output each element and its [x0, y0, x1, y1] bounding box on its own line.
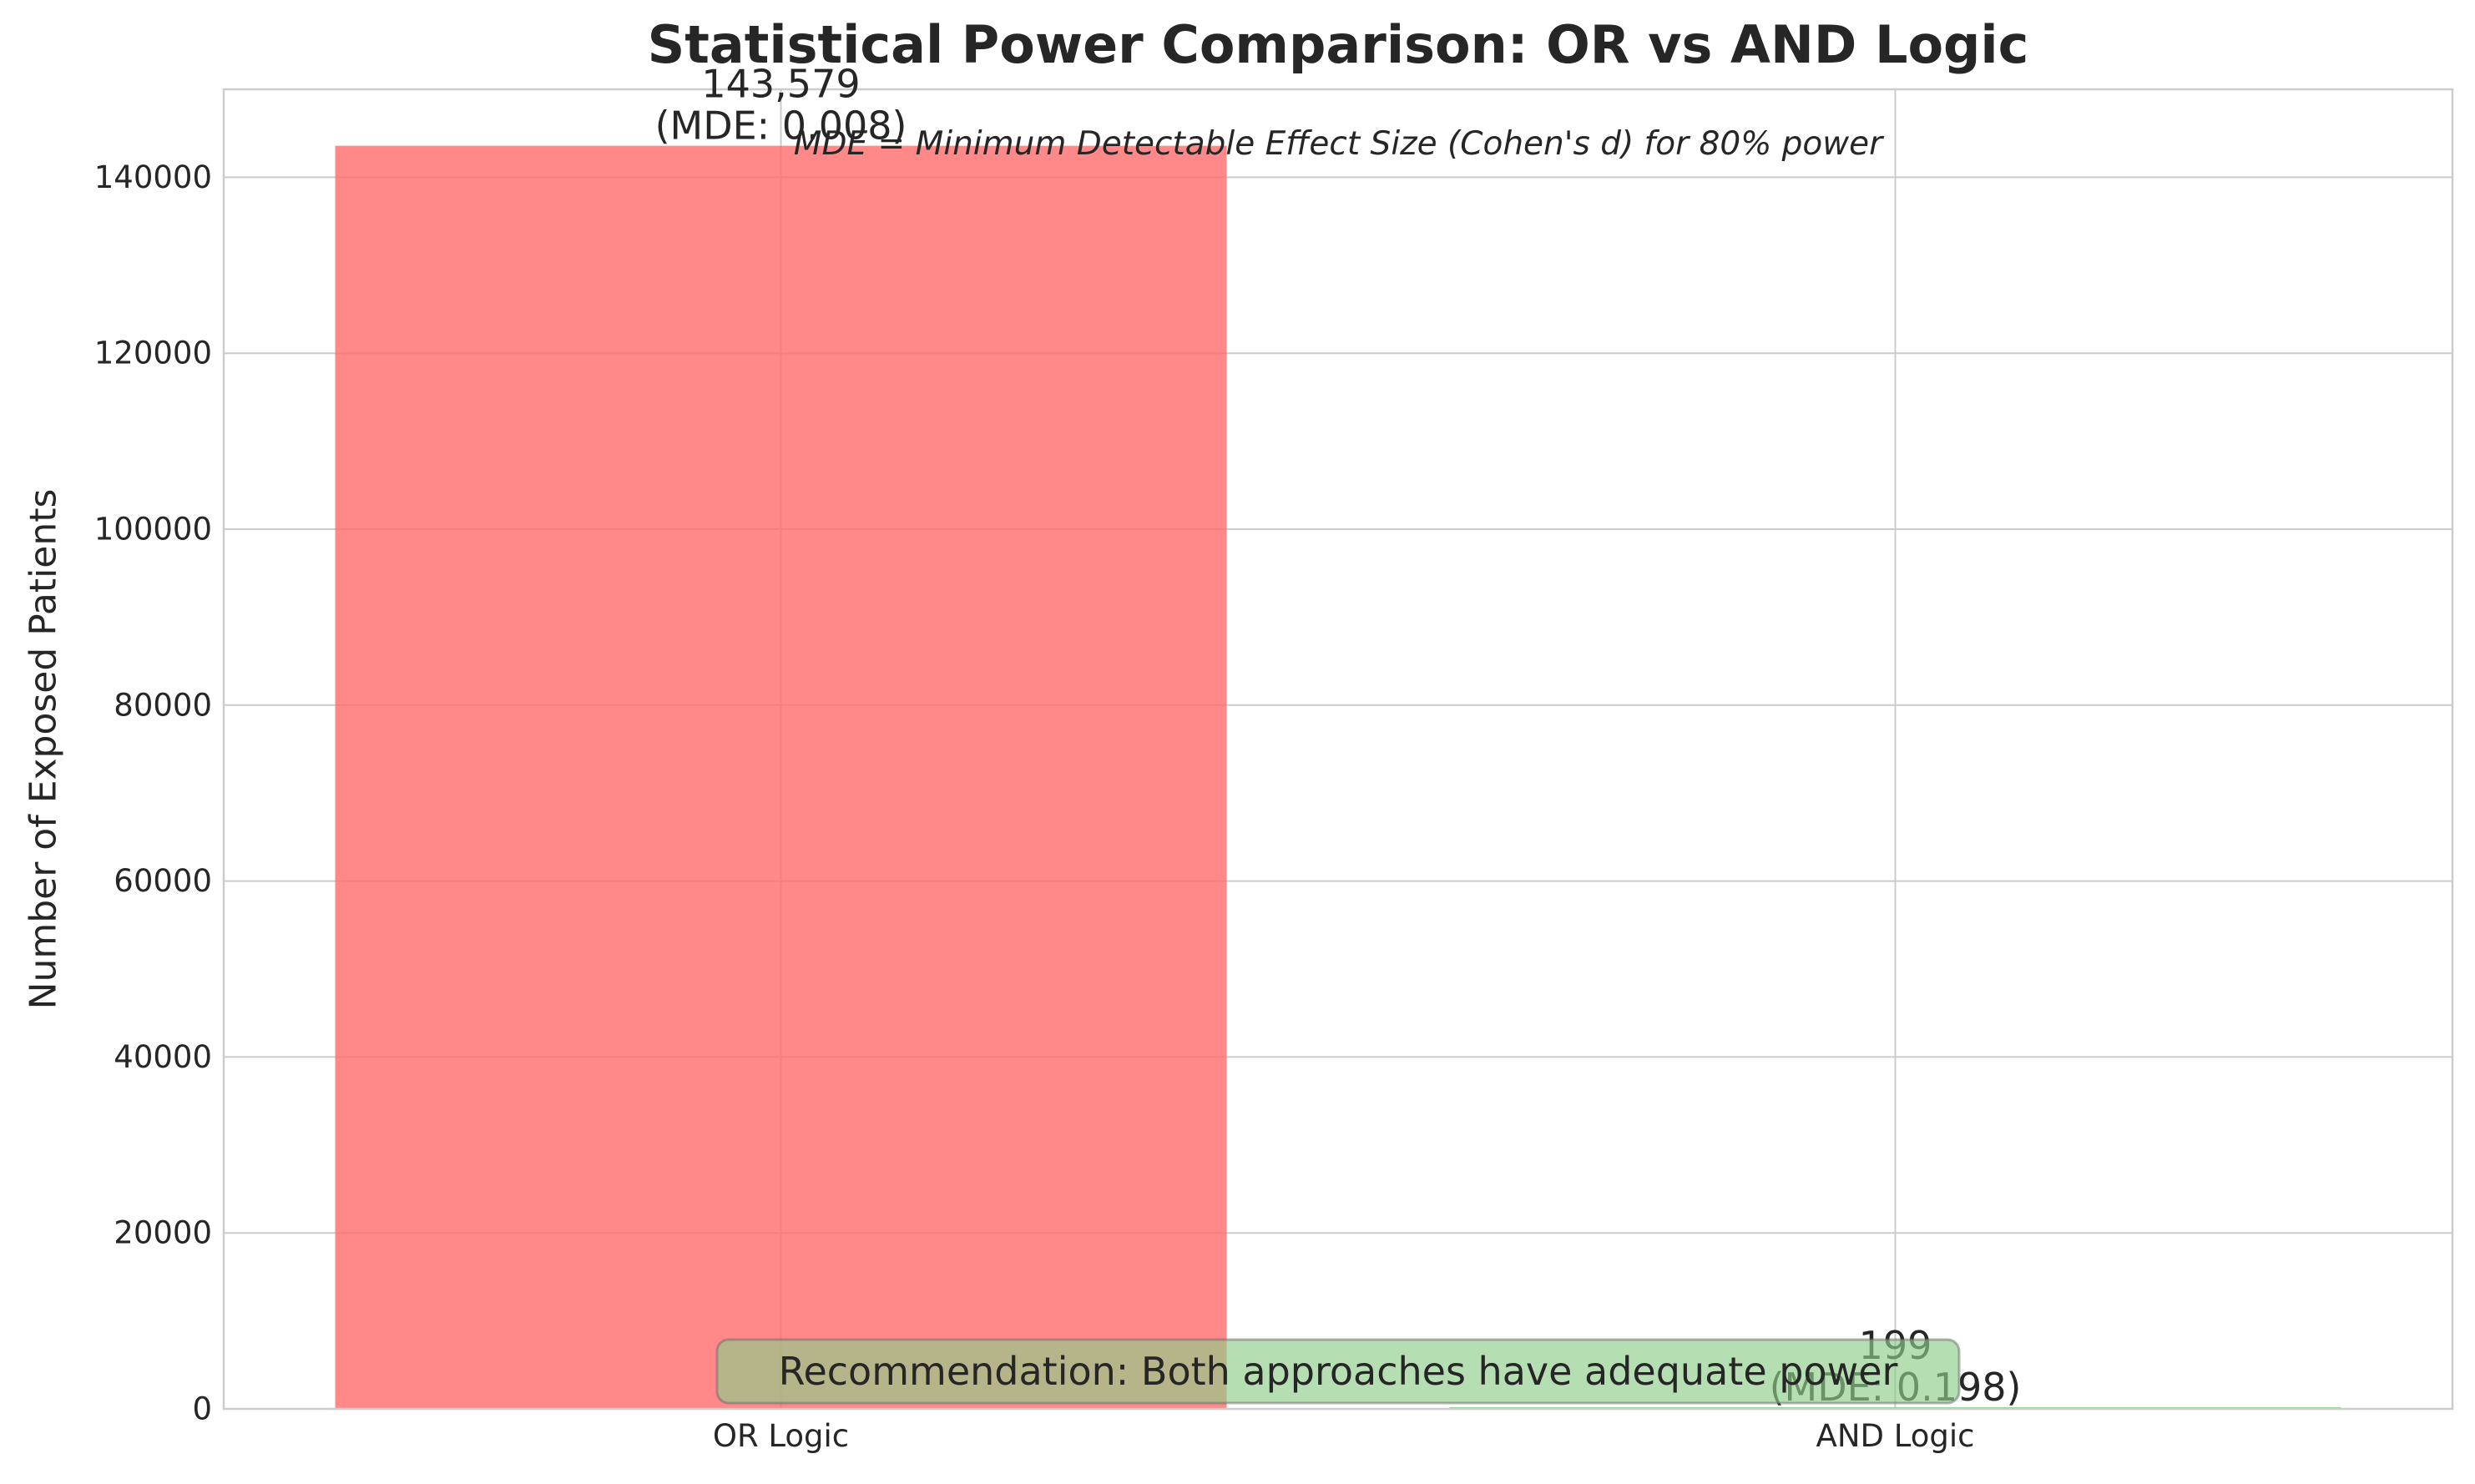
- x-tick-label: AND Logic: [1816, 1418, 1975, 1454]
- axes: 0 20000 40000 60000 80000 100000 120000 140000 O…: [23, 88, 2454, 1454]
- bars: [335, 145, 2341, 1409]
- bar-value-label: (MDE: 0.008): [655, 103, 907, 149]
- bar-value-label: 143,579: [701, 62, 860, 107]
- y-tick-label: 120000: [94, 336, 212, 371]
- y-tick-label: 140000: [94, 159, 212, 195]
- chart-title: Statistical Power Comparison: OR vs AND …: [648, 14, 2029, 75]
- mde-note: MDE = Minimum Detectable Effect Size (Co…: [794, 125, 1885, 163]
- bar: [335, 145, 1227, 1409]
- y-tick-label: 100000: [94, 512, 212, 548]
- y-axis-label: Number of Exposed Patients: [23, 489, 65, 1010]
- labels: 143,579(MDE: 0.008)199(MDE: 0.198)Statis…: [648, 14, 2029, 1410]
- y-tick-label: 80000: [114, 687, 212, 723]
- y-tick-label: 20000: [114, 1215, 212, 1251]
- recommendation-box: [715, 1338, 1961, 1405]
- y-tick-label: 60000: [114, 863, 212, 899]
- y-tick-label: 0: [192, 1391, 212, 1427]
- recommendation-text: Recommendation: Both approaches have ade…: [779, 1349, 1898, 1394]
- y-tick-label: 40000: [114, 1039, 212, 1075]
- x-tick-label: OR Logic: [713, 1418, 849, 1454]
- plot-frame: [222, 88, 2454, 1411]
